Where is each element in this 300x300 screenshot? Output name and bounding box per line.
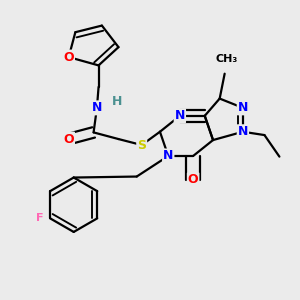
Text: O: O <box>63 51 74 64</box>
Text: N: N <box>238 101 248 114</box>
Text: N: N <box>92 101 102 114</box>
Text: CH₃: CH₃ <box>215 54 237 64</box>
Text: F: F <box>36 213 44 223</box>
Text: O: O <box>63 133 74 146</box>
Text: N: N <box>238 125 248 138</box>
Text: H: H <box>112 95 122 108</box>
Text: S: S <box>137 139 146 152</box>
Text: O: O <box>188 173 198 186</box>
Text: N: N <box>175 109 185 122</box>
Text: N: N <box>163 149 173 163</box>
